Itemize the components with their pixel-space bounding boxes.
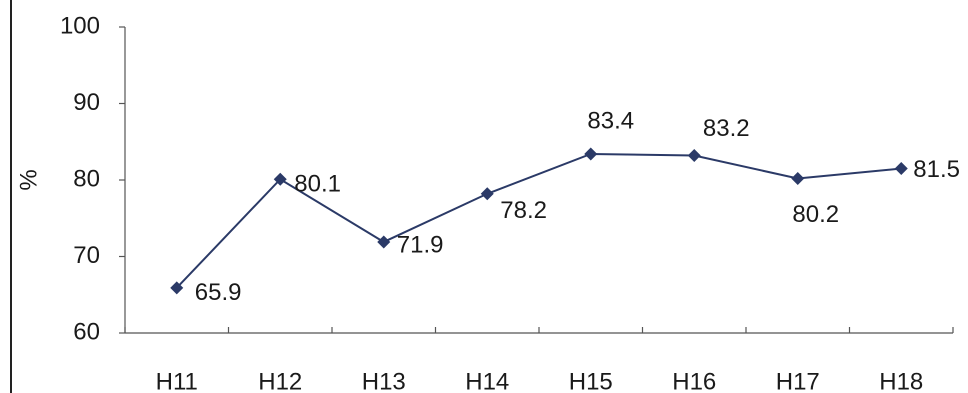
y-tick-label: 80 <box>73 165 100 192</box>
data-label: 78.2 <box>500 197 547 224</box>
series-layer: 65.9 80.1 71.9 78.2 83.4 83.2 80.2 81.5 <box>170 107 960 306</box>
data-label: 80.2 <box>792 201 839 228</box>
data-label: 83.4 <box>587 107 634 134</box>
data-label: 83.2 <box>703 115 750 142</box>
y-tick-label: 100 <box>60 12 100 39</box>
data-point-marker <box>687 149 701 163</box>
axes: 60 70 80 90 100 H11 H12 H13 H14 H15 H16 H17 H18 <box>60 12 954 393</box>
data-point-marker <box>480 187 494 201</box>
data-point-marker <box>894 162 908 176</box>
x-tick-label: H11 <box>156 368 198 393</box>
data-point-marker <box>170 281 184 295</box>
data-point-marker <box>584 147 598 161</box>
x-tick-label: H17 <box>776 368 820 393</box>
data-point-marker <box>377 235 391 249</box>
x-tick-label: H16 <box>672 368 716 393</box>
x-tick-label: H14 <box>465 368 509 393</box>
data-label: 80.1 <box>294 171 341 198</box>
y-axis-label: % <box>15 169 42 190</box>
x-tick-label: H18 <box>879 368 923 393</box>
y-tick-label: 70 <box>73 242 100 269</box>
x-tick-label: H12 <box>258 368 302 393</box>
y-tick-label: 90 <box>73 89 100 116</box>
x-tick-label: H15 <box>569 368 613 393</box>
data-point-marker <box>273 172 287 186</box>
data-label: 81.5 <box>913 156 960 183</box>
series-line <box>176 152 902 289</box>
data-point-marker <box>791 171 805 185</box>
y-tick-label: 60 <box>73 318 100 345</box>
data-label: 71.9 <box>397 231 444 258</box>
x-tick-label: H13 <box>362 368 406 393</box>
data-label: 65.9 <box>195 279 242 306</box>
